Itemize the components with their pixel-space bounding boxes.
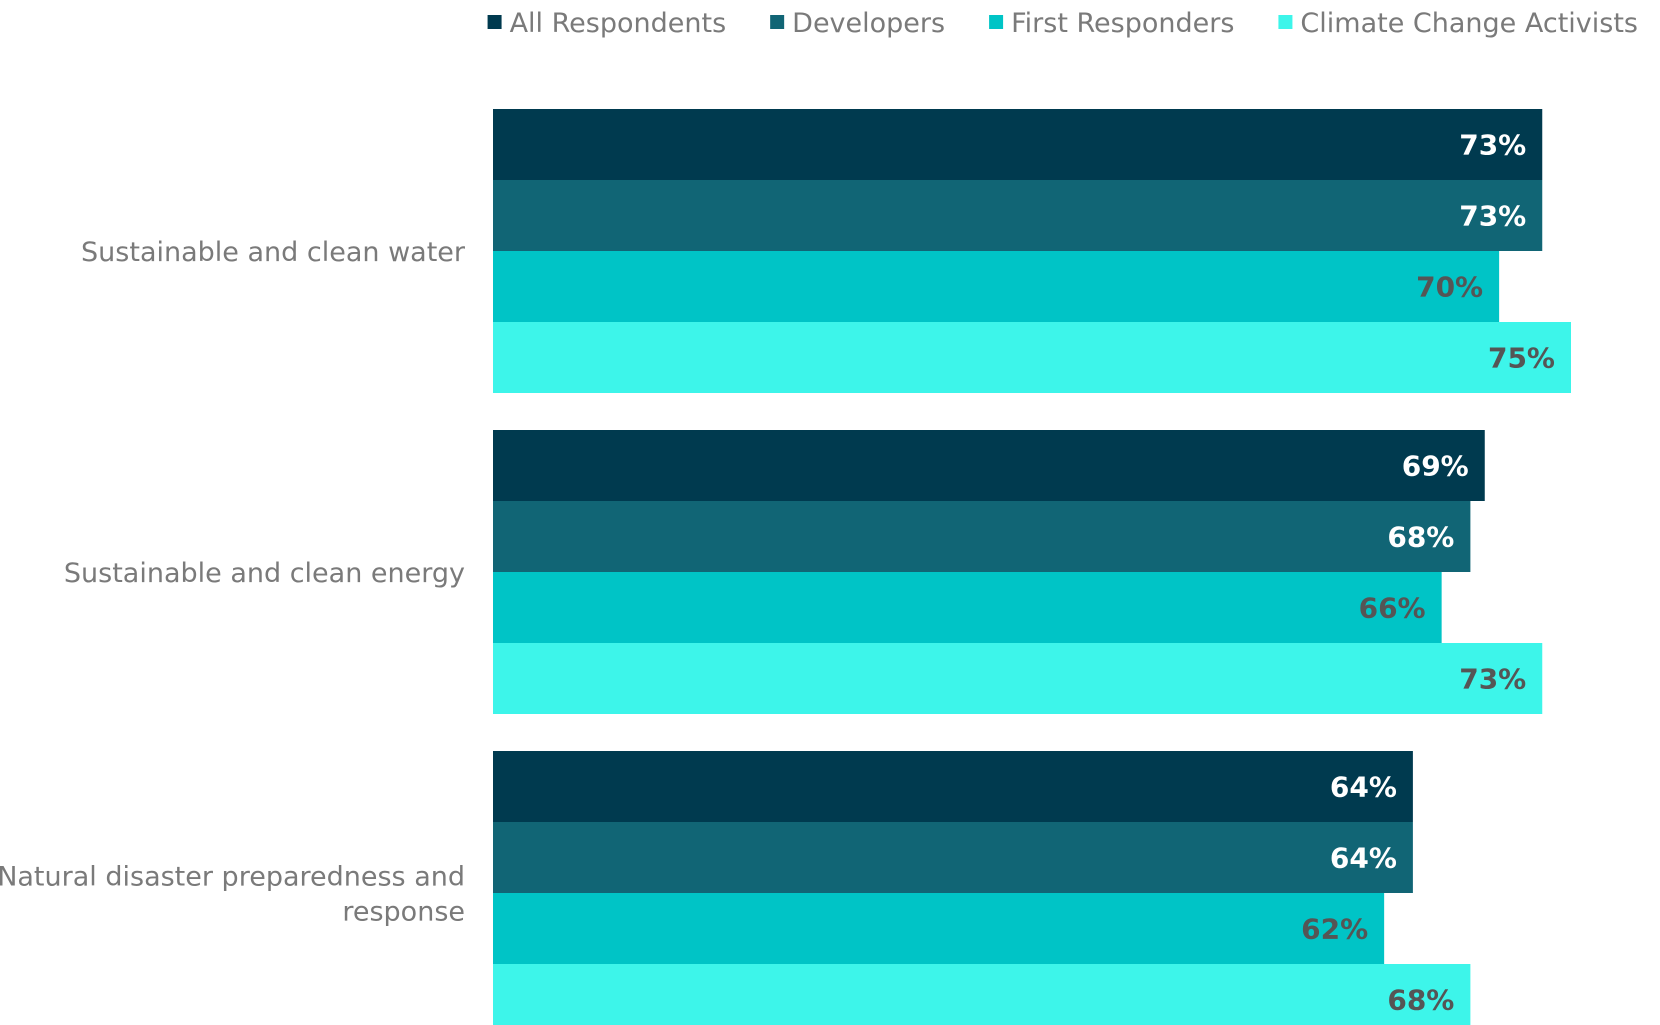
legend-swatch (989, 15, 1004, 29)
bar (493, 893, 1385, 964)
category-label: Sustainable and clean energy (64, 558, 465, 589)
value-label: 69% (1402, 450, 1469, 483)
value-label: 73% (1459, 200, 1526, 233)
bar (493, 251, 1500, 322)
bar (493, 572, 1442, 643)
value-label: 62% (1301, 913, 1368, 946)
bar (493, 643, 1543, 714)
legend-swatch (487, 15, 502, 29)
value-label: 68% (1387, 984, 1454, 1017)
bar (493, 180, 1543, 251)
legend-label: All Respondents (510, 8, 727, 39)
value-label: 70% (1416, 271, 1483, 304)
bar (493, 964, 1471, 1025)
value-label: 73% (1459, 663, 1526, 696)
legend-swatch (770, 15, 785, 29)
legend: All Respondents Developers First Responder… (487, 8, 1638, 39)
category-label: Natural disaster preparedness and (0, 862, 465, 893)
bar (493, 109, 1543, 180)
bars-group: 73% 73% 70% 75% Sustainable and clean water 6… (0, 109, 1571, 1025)
legend-label: Developers (792, 8, 945, 39)
value-label: 64% (1330, 771, 1397, 804)
legend-label: Climate Change Activists (1300, 8, 1638, 39)
value-label: 68% (1387, 521, 1454, 554)
bar (493, 430, 1485, 501)
value-label: 66% (1359, 592, 1426, 625)
bar (493, 822, 1413, 893)
value-label: 75% (1488, 342, 1555, 375)
legend-swatch (1278, 15, 1293, 29)
bar (493, 751, 1413, 822)
value-label: 64% (1330, 842, 1397, 875)
bar (493, 501, 1471, 572)
category-label: Sustainable and clean water (81, 237, 466, 268)
category-label: response (342, 897, 465, 928)
bar (493, 322, 1571, 393)
legend-label: First Responders (1011, 8, 1234, 39)
value-label: 73% (1459, 129, 1526, 162)
